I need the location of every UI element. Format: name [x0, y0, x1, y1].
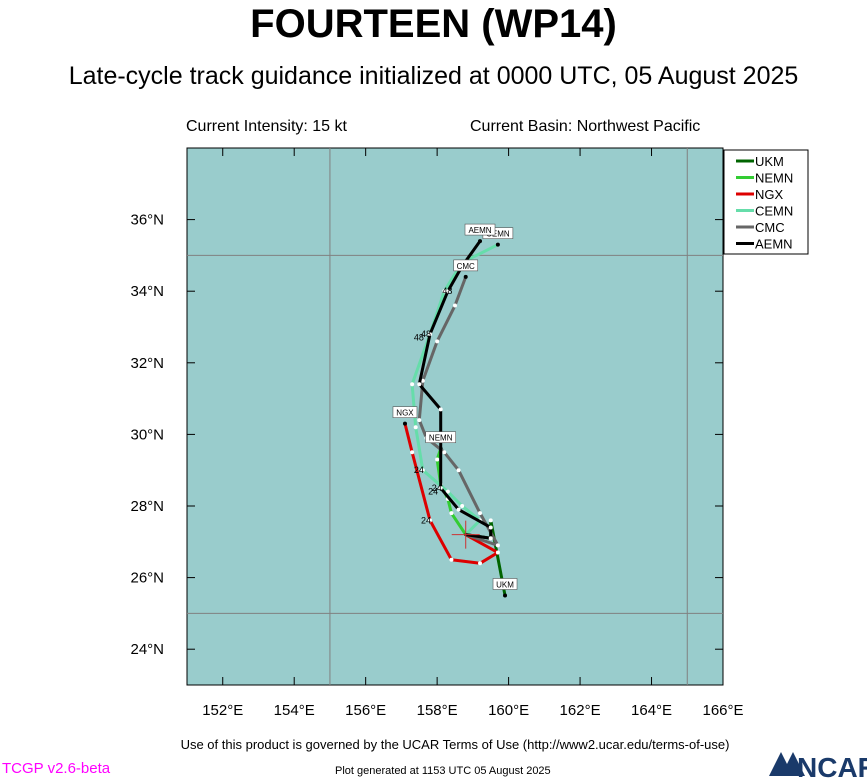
x-tick-label: 154°E	[274, 702, 315, 719]
track-point	[438, 486, 443, 491]
track-point	[445, 489, 450, 494]
track-end-label-box	[453, 259, 479, 272]
legend-label: CEMN	[755, 204, 793, 219]
legend-label: NGX	[755, 187, 784, 202]
x-tick-label: 158°E	[417, 702, 458, 719]
track-end-label: CEMN	[486, 230, 510, 239]
track-point	[435, 339, 440, 344]
map-background	[186, 147, 724, 686]
chart-title: FOURTEEN (WP14)	[250, 2, 617, 46]
legend-label: AEMN	[755, 237, 793, 252]
x-tick-label: 152°E	[202, 702, 243, 719]
track-end-label-box	[392, 406, 418, 418]
track-point	[453, 303, 457, 308]
track-point	[442, 450, 447, 455]
forecast-hour-label: 48	[442, 286, 452, 296]
forecast-hour-label: 48	[414, 333, 424, 343]
track-point	[463, 274, 468, 279]
track-point	[435, 457, 440, 462]
legend-label: NEMN	[755, 171, 793, 186]
y-tick-label: 24°N	[130, 641, 164, 658]
track-point	[488, 536, 493, 541]
x-tick-label: 156°E	[345, 702, 386, 719]
x-tick-label: 160°E	[488, 702, 529, 719]
track-end-label-box	[492, 578, 518, 590]
track-point	[417, 382, 422, 387]
track-point	[442, 289, 447, 294]
logo-text: NCAR	[797, 752, 867, 780]
forecast-hour-label: 24	[421, 515, 431, 525]
track-point	[460, 504, 465, 508]
track-point	[413, 425, 418, 430]
track-end-label: CMC	[457, 262, 475, 271]
generated-time: Plot generated at 1153 UTC 05 August 202…	[335, 765, 551, 777]
track-point	[478, 511, 483, 516]
grid-lines	[187, 148, 723, 685]
track-point	[438, 407, 443, 412]
track-point	[495, 550, 500, 555]
track-lines	[402, 239, 508, 598]
track-point	[488, 518, 493, 523]
track-point	[420, 468, 425, 473]
track-point	[427, 332, 432, 337]
track-point	[495, 242, 500, 247]
version-label: TCGP v2.6-beta	[2, 760, 111, 777]
forecast-hour-label: 24	[432, 483, 442, 493]
x-tick-label: 164°E	[631, 702, 672, 719]
track-labels: UKM 24 NEMN 24 NGX 24 48 CEMN 48 CMC 24 48 AEMN	[392, 223, 518, 590]
track-point	[402, 421, 407, 426]
forecast-hour-label: 24	[414, 465, 424, 475]
x-tick-label: 162°E	[560, 702, 601, 719]
track-point	[410, 382, 415, 387]
current-basin: Current Basin: Northwest Pacific	[470, 118, 701, 135]
legend-label: UKM	[755, 154, 784, 169]
x-tick-label: 166°E	[702, 702, 743, 719]
track-end-label-box	[464, 223, 496, 236]
track-point	[449, 511, 454, 516]
track-point	[427, 518, 432, 523]
track-point	[503, 593, 508, 598]
track-end-label: NGX	[396, 409, 414, 418]
ncar-logo: NCAR	[769, 752, 867, 780]
forecast-hour-label: 24	[428, 487, 438, 497]
track-point	[449, 557, 454, 562]
track-point	[488, 525, 493, 530]
y-tick-label: 28°N	[130, 498, 164, 515]
legend-label: CMC	[755, 220, 785, 235]
current-intensity: Current Intensity: 15 kt	[186, 118, 347, 135]
track-end-label-box	[425, 431, 457, 444]
axis-ticks: 152°E 154°E 156°E 158°E 160°E 162°E 164°E 166°E…	[130, 148, 744, 719]
track-point	[478, 561, 483, 566]
track-end-label: NEMN	[429, 434, 453, 443]
track-end-label: UKM	[496, 581, 514, 590]
legend-box	[723, 149, 809, 255]
track-point	[478, 239, 483, 244]
track-point	[420, 378, 425, 383]
y-tick-label: 36°N	[130, 212, 164, 229]
track-point	[417, 418, 422, 423]
y-tick-label: 32°N	[130, 355, 164, 372]
track-point	[456, 468, 461, 473]
y-tick-label: 34°N	[130, 283, 164, 300]
terms-of-use: Use of this product is governed by the U…	[180, 737, 730, 752]
forecast-hour-label: 48	[421, 329, 431, 339]
track-point	[495, 543, 500, 548]
track-point	[410, 450, 415, 455]
chart-subtitle: Late-cycle track guidance initialized at…	[68, 62, 799, 90]
y-tick-label: 30°N	[130, 426, 164, 443]
track-point	[456, 507, 461, 512]
y-tick-label: 26°N	[130, 570, 164, 587]
track-end-label: AEMN	[468, 226, 491, 235]
track-point	[445, 289, 450, 294]
